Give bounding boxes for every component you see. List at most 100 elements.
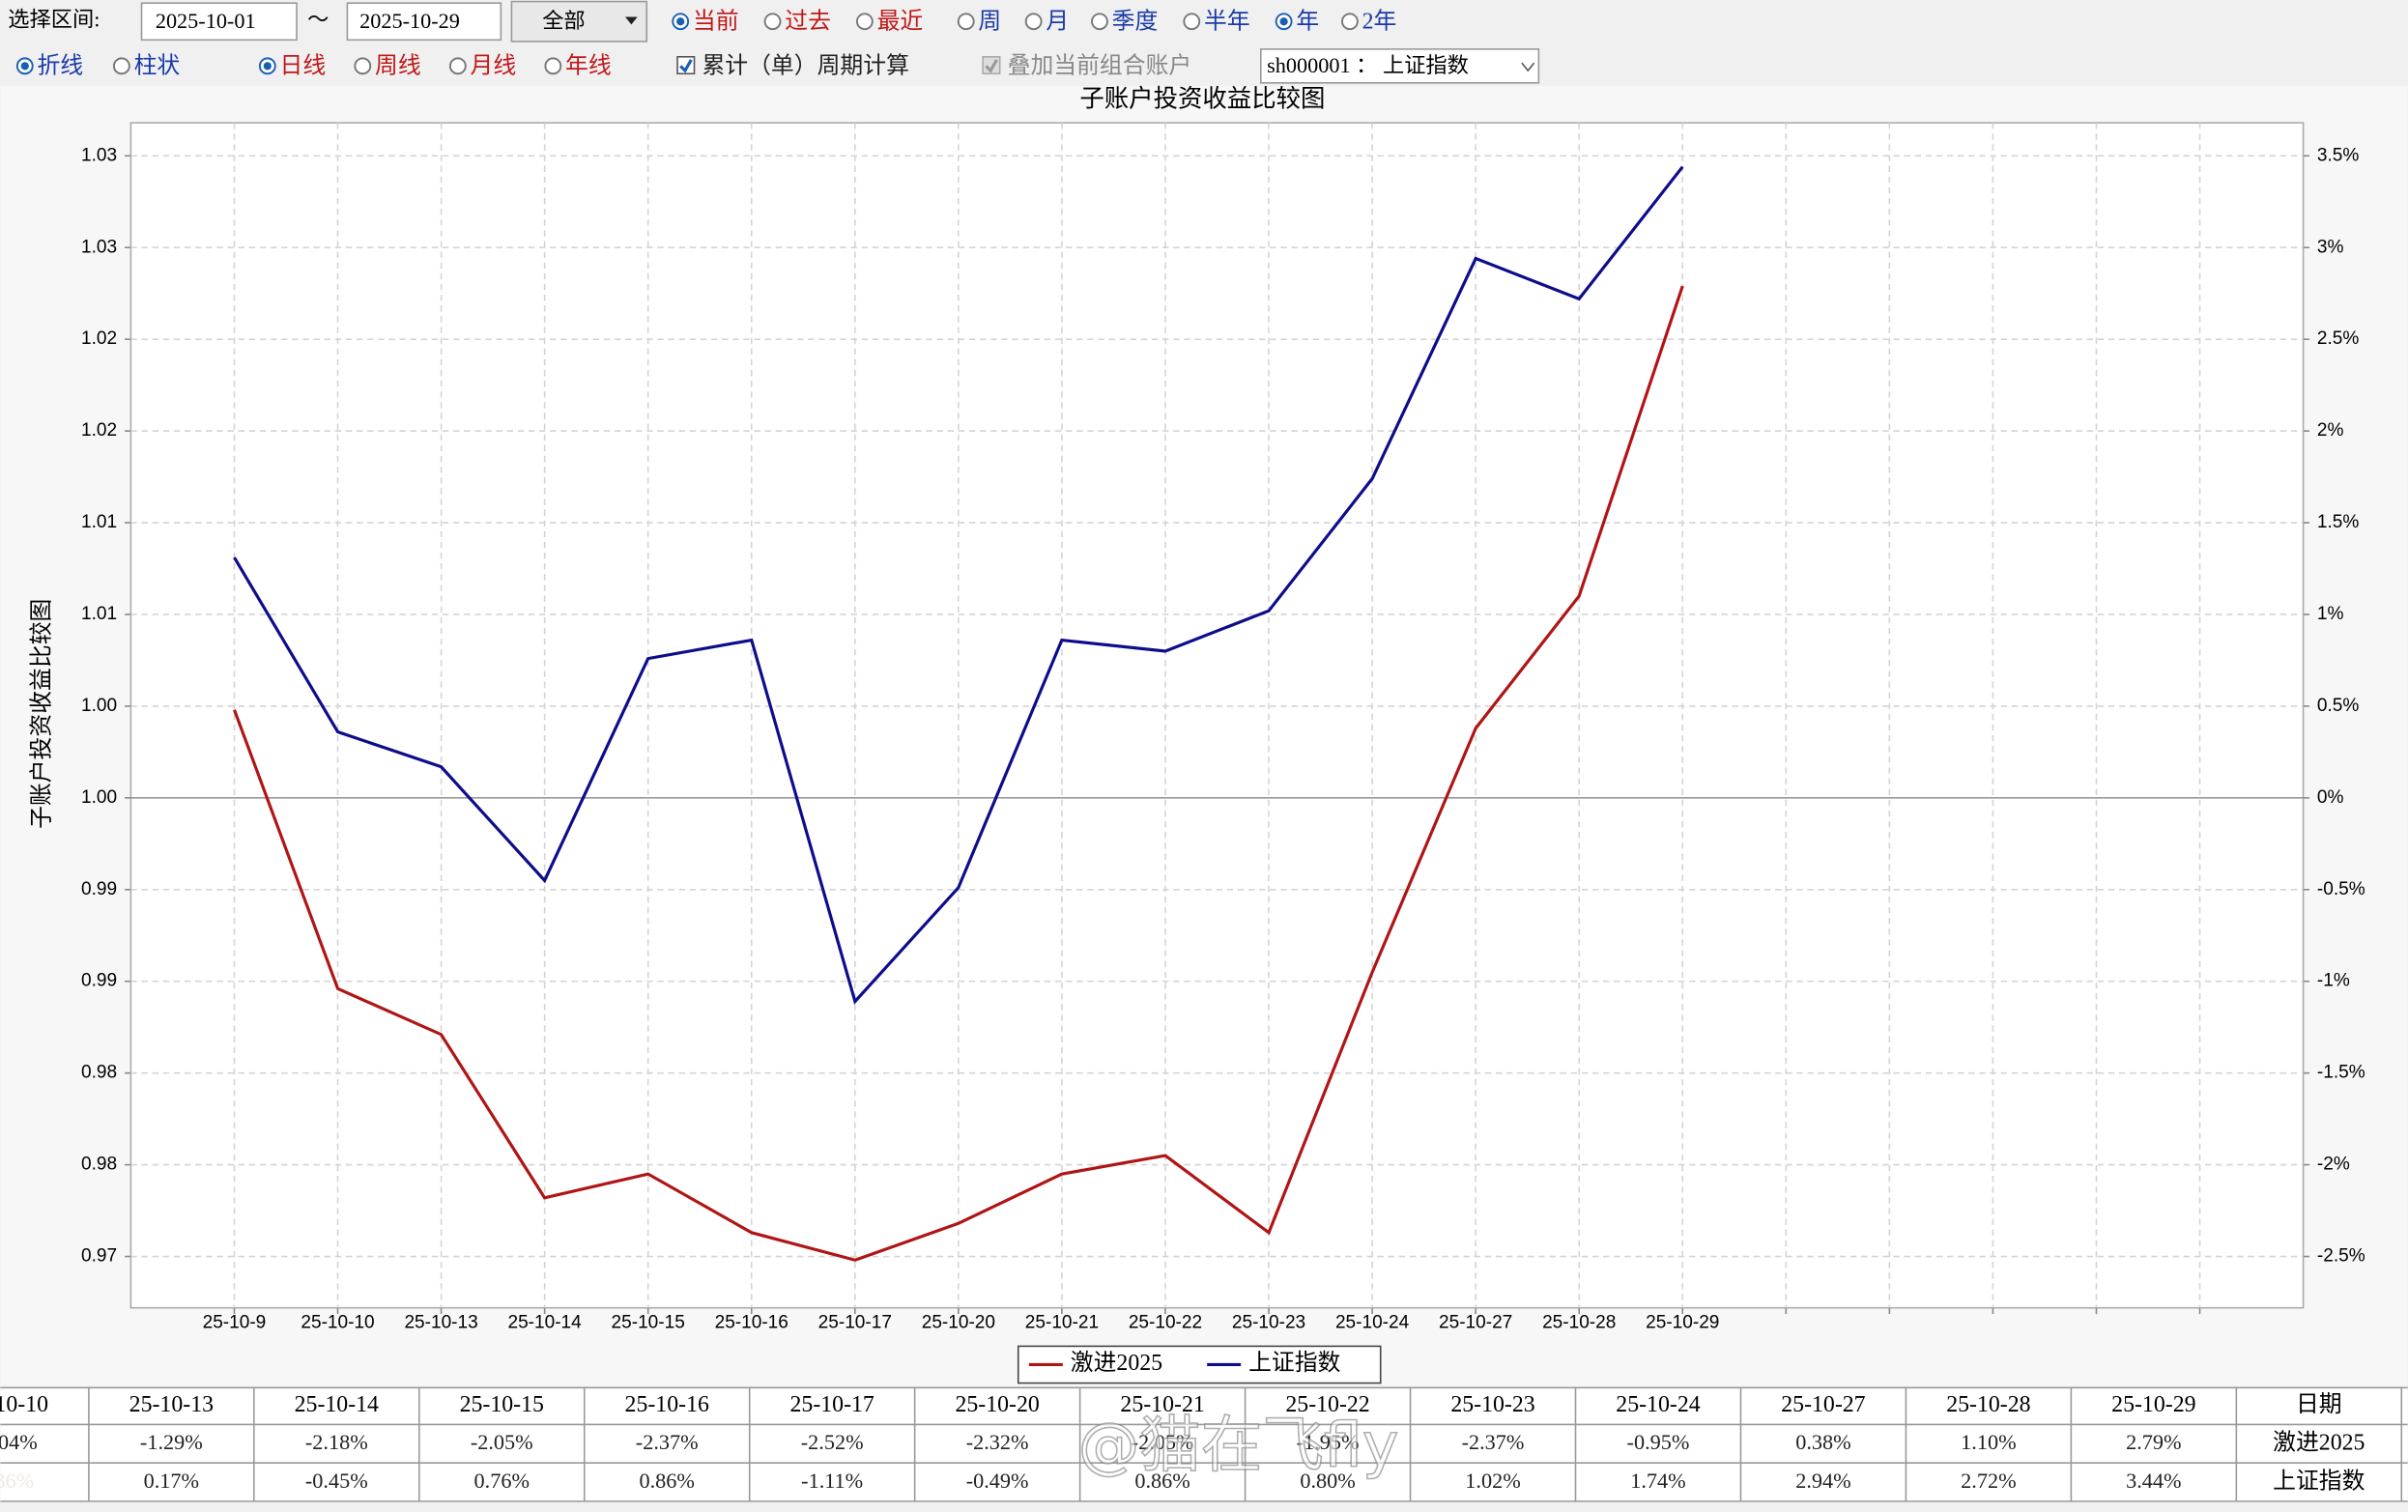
- table-header: 25-10-15: [460, 1392, 544, 1417]
- index-select[interactable]: [1259, 48, 1540, 84]
- x-tick-label: 25-10-28: [1542, 1313, 1616, 1333]
- x-tick-label: 25-10-21: [1025, 1313, 1099, 1333]
- y-tick-label: 0.98: [81, 1063, 117, 1083]
- radio-dot: [263, 62, 272, 71]
- y2-tick-label: 0.5%: [2317, 696, 2359, 716]
- table-header: 25-10-13: [129, 1392, 214, 1417]
- radio-label: 过去: [785, 8, 831, 34]
- radio-button[interactable]: [763, 13, 782, 31]
- table-cell: 0.86%: [640, 1469, 695, 1493]
- y2-tick-label: -2.5%: [2317, 1246, 2365, 1267]
- radio-label: 日线: [280, 52, 327, 78]
- checkbox-label: 叠加当前组合账户: [1008, 52, 1192, 78]
- date-input[interactable]: [140, 2, 298, 42]
- dropdown-arrow: [1521, 62, 1535, 72]
- end-date: 2025-10-29: [359, 9, 460, 33]
- y2-tick-label: -1%: [2317, 971, 2350, 991]
- table-cell: 1.10%: [1961, 1430, 2016, 1454]
- table-cell: -2.05%: [471, 1430, 533, 1454]
- radio-label: 最近: [877, 8, 924, 34]
- radio-label: 月: [1046, 9, 1069, 34]
- radio-button[interactable]: [957, 13, 975, 31]
- table-cell: 2.72%: [1961, 1469, 2016, 1493]
- x-tick-label: 25-10-14: [508, 1313, 583, 1333]
- x-tick-label: 25-10-10: [301, 1313, 374, 1333]
- table-cell: -2.37%: [1462, 1430, 1525, 1454]
- y-tick-label: 1.00: [81, 696, 117, 716]
- start-date: 2025-10-01: [156, 9, 256, 33]
- x-tick-label: 25-10-29: [1646, 1313, 1719, 1333]
- table-header: 25-10-29: [2111, 1392, 2195, 1417]
- radio-label: 当前: [693, 8, 739, 34]
- table-cell: -1.29%: [140, 1430, 203, 1454]
- table-header: 25-10-17: [790, 1392, 874, 1417]
- y2-tick-label: 2%: [2317, 420, 2344, 441]
- table-cell: 0.38%: [1795, 1430, 1850, 1454]
- y2-tick-label: -1.5%: [2317, 1063, 2365, 1083]
- radio-button[interactable]: [1024, 13, 1043, 31]
- y-tick-label: 1.01: [81, 604, 117, 624]
- radio-dot: [1279, 17, 1288, 26]
- date-input[interactable]: [346, 2, 502, 42]
- y-tick-label: 0.99: [81, 971, 117, 991]
- table-header: 日期: [2296, 1392, 2342, 1417]
- table-header: 25-10-16: [625, 1392, 709, 1417]
- table-cell: 0.17%: [144, 1469, 199, 1493]
- radio-label: 周线: [375, 52, 421, 78]
- table-header: 25-10-22: [1285, 1392, 1369, 1417]
- radio-button[interactable]: [448, 57, 467, 75]
- radio-label: 季度: [1112, 8, 1159, 34]
- table-cell: -0.45%: [305, 1469, 368, 1493]
- table-cell: -1.11%: [801, 1469, 863, 1493]
- check-mark: [679, 59, 693, 73]
- table-header: 25-10-28: [1946, 1392, 2030, 1417]
- table-cell: 1.74%: [1630, 1469, 1685, 1493]
- table-cell: 0.36%: [0, 1469, 34, 1493]
- y2-tick-label: 3.5%: [2317, 145, 2359, 165]
- radio-button[interactable]: [1341, 13, 1359, 31]
- y2-tick-label: 3%: [2317, 237, 2344, 257]
- radio-button[interactable]: [544, 57, 562, 75]
- y-tick-label: 1.02: [81, 328, 117, 349]
- plot-area: [129, 122, 2305, 1309]
- y-axis-label: 子账户投资收益比较图: [28, 599, 54, 829]
- radio-button[interactable]: [354, 57, 372, 75]
- radio-button[interactable]: [855, 13, 874, 31]
- table-cell: -2.05%: [1132, 1430, 1194, 1454]
- dropdown-arrow: [625, 16, 638, 25]
- x-tick-label: 25-10-24: [1335, 1313, 1410, 1333]
- legend-label: 激进2025: [1071, 1350, 1162, 1376]
- radio-button[interactable]: [1091, 13, 1108, 31]
- legend-label: 上证指数: [1248, 1350, 1340, 1376]
- radio-label: 周: [978, 9, 1001, 34]
- table-cell: -1.04%: [0, 1430, 38, 1454]
- table-cell: 2.94%: [1795, 1469, 1850, 1493]
- table-cell: -2.37%: [636, 1430, 699, 1454]
- series-line: [233, 165, 1684, 1005]
- table-cell: -2.52%: [801, 1430, 864, 1454]
- radio-button[interactable]: [112, 57, 130, 75]
- scope-value: 全部: [542, 9, 585, 33]
- radio-dot: [676, 17, 685, 26]
- y2-tick-label: 1%: [2317, 604, 2344, 624]
- series-line: [233, 285, 1684, 1262]
- y2-tick-label: -0.5%: [2317, 879, 2365, 899]
- x-tick-label: 25-10-27: [1439, 1313, 1512, 1333]
- radio-label: 2年: [1362, 8, 1397, 34]
- table-row-label: 激进2025: [2273, 1430, 2365, 1456]
- check-mark: [985, 59, 998, 73]
- scope-select[interactable]: [510, 0, 648, 43]
- x-tick-label: 25-10-23: [1232, 1313, 1305, 1333]
- table-cell: -2.32%: [966, 1430, 1029, 1454]
- table-header: 25-10-10: [0, 1392, 48, 1417]
- y-tick-label: 0.97: [81, 1246, 117, 1267]
- y-tick-label: 0.99: [81, 879, 117, 899]
- x-tick-label: 25-10-15: [612, 1313, 685, 1333]
- radio-button[interactable]: [1183, 13, 1201, 31]
- y-tick-label: 1.00: [81, 787, 117, 808]
- separator: ～: [307, 7, 329, 31]
- table-cell: 1.02%: [1465, 1469, 1520, 1493]
- y2-tick-label: 2.5%: [2317, 328, 2359, 349]
